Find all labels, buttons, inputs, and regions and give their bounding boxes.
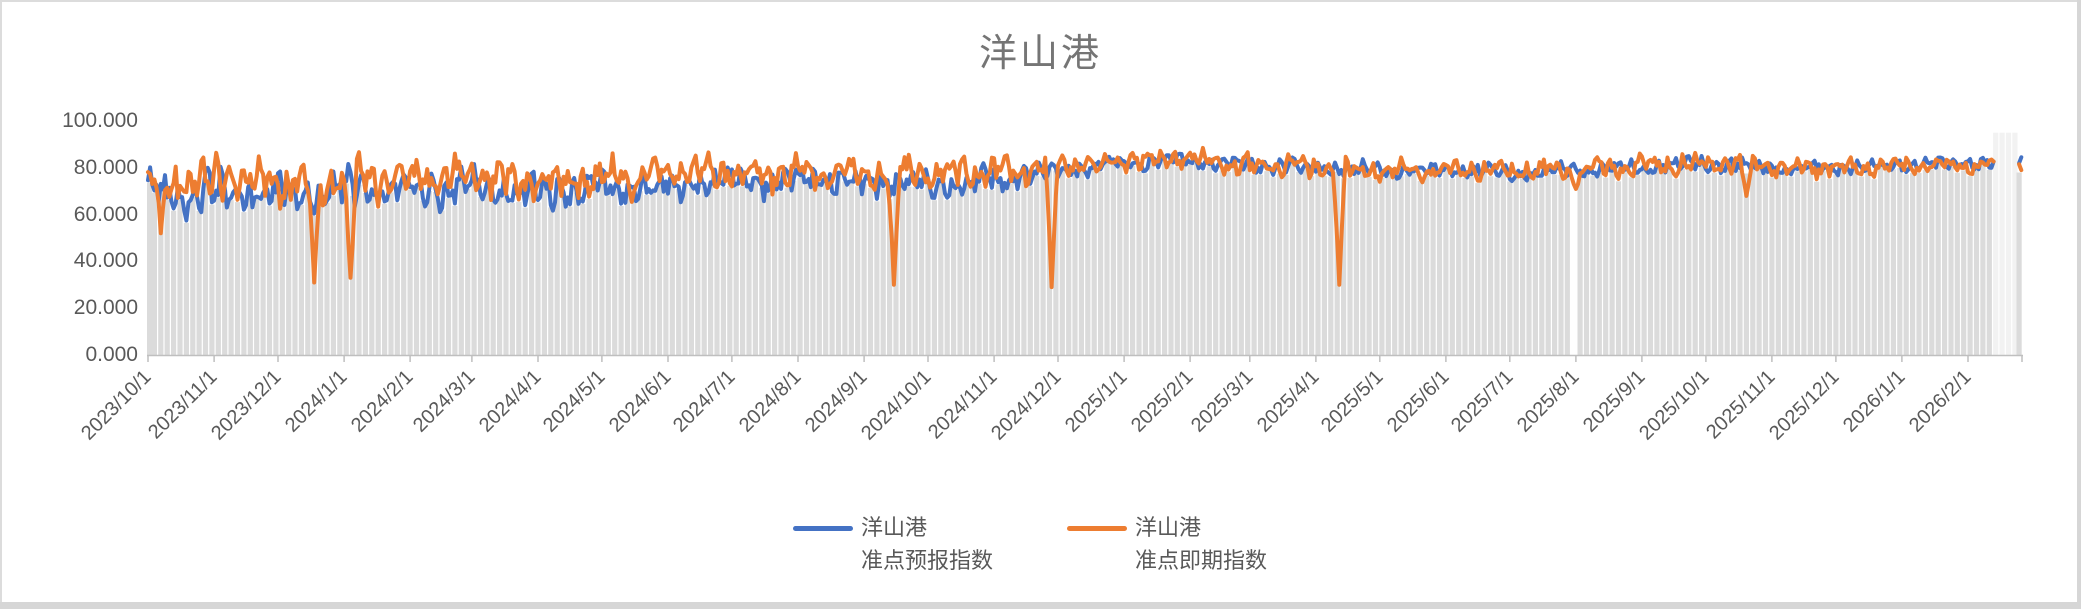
y-axis-label: 40.000 [73,249,138,273]
y-axis-label: 100.000 [62,109,138,132]
y-axis-label: 80.000 [73,155,138,179]
legend: 洋山港 准点预报指数 洋山港 准点即期指数 [0,511,2081,591]
legend-label-line2: 准点预报指数 [861,548,994,573]
frame-right-edge [2077,0,2081,609]
legend-item-forecast-index[interactable]: 洋山港 准点预报指数 [793,511,993,577]
y-axis-label: 20.000 [73,296,138,320]
legend-label-line2: 准点即期指数 [1135,548,1268,573]
legend-item-spot-index[interactable]: 洋山港 准点即期指数 [1067,511,1267,577]
forecast-line-swatch [793,526,853,531]
frame-bottom-edge [0,602,2081,609]
legend-label-line1: 洋山港 [1135,515,1202,540]
y-axis-label: 60.000 [73,202,138,226]
chart-title: 洋山港 [978,33,1102,75]
spot-line-swatch [1067,526,1127,531]
frame-left-edge [0,0,2,609]
frame-top-edge [0,0,2081,2]
y-axis-label: 0.000 [85,343,138,366]
legend-label-line1: 洋山港 [861,515,928,540]
